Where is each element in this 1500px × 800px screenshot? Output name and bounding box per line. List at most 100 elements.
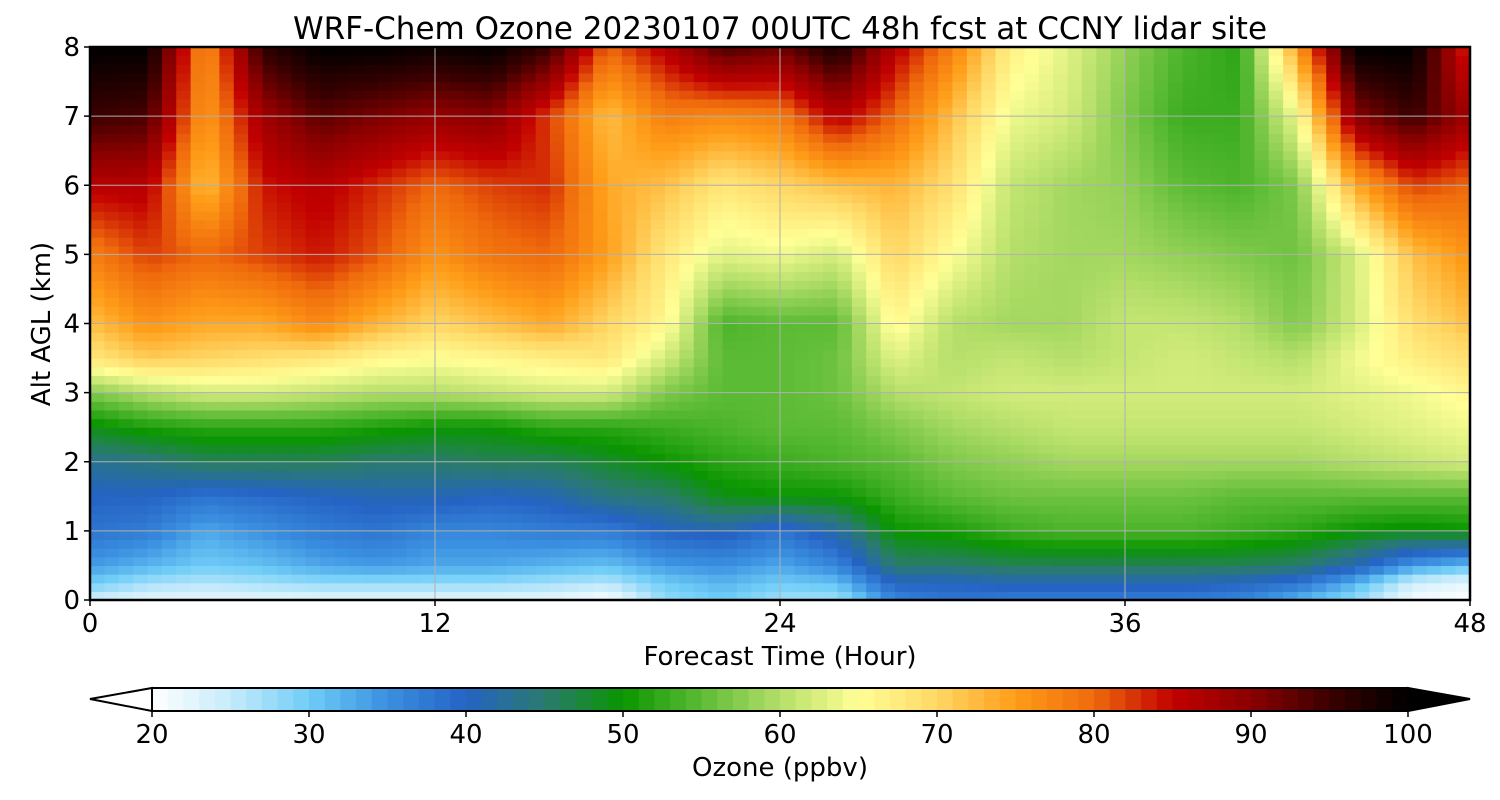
contour-cell (506, 271, 522, 281)
contour-cell (420, 383, 436, 394)
contour-cell (693, 228, 709, 238)
contour-cell (233, 47, 249, 57)
contour-cell (981, 539, 997, 549)
contour-cell (305, 47, 321, 57)
contour-cell (679, 271, 695, 281)
contour-cell (104, 237, 120, 247)
contour-cell (650, 107, 666, 117)
contour-cell (276, 340, 292, 351)
contour-cell (1081, 375, 1097, 385)
contour-cell (923, 314, 939, 325)
contour-cell (276, 513, 292, 523)
contour-cell (593, 280, 609, 290)
contour-cell (506, 591, 522, 601)
contour-cell (593, 539, 609, 549)
contour-cell (866, 288, 882, 299)
contour-cell (406, 98, 422, 109)
contour-cell (808, 211, 824, 221)
contour-cell (1038, 297, 1054, 307)
contour-cell (233, 211, 249, 221)
contour-cell (995, 427, 1011, 437)
contour-cell (564, 64, 580, 74)
contour-cell (665, 211, 680, 221)
contour-cell (377, 124, 393, 135)
contour-cell (765, 323, 781, 333)
contour-cell (808, 349, 824, 359)
contour-cell (780, 55, 795, 65)
contour-cell (276, 90, 292, 100)
contour-cell (909, 167, 925, 178)
contour-cell (104, 176, 120, 186)
contour-cell (118, 211, 134, 221)
contour-cell (952, 150, 968, 160)
contour-cell (1081, 530, 1097, 541)
contour-cell (923, 47, 939, 57)
contour-cell (722, 513, 738, 523)
contour-cell (147, 375, 163, 385)
contour-cell (636, 487, 652, 497)
contour-cell (952, 254, 968, 264)
contour-cell (866, 427, 882, 437)
contour-cell (636, 401, 652, 411)
contour-cell (621, 461, 637, 471)
contour-cell (679, 107, 695, 117)
contour-cell (780, 453, 795, 463)
contour-cell (995, 219, 1011, 230)
contour-cell (1139, 530, 1155, 541)
contour-cell (722, 202, 738, 212)
contour-cell (133, 323, 149, 333)
contour-cell (219, 392, 235, 402)
contour-cell (981, 228, 997, 238)
contour-cell (219, 453, 235, 463)
contour-cell (406, 176, 422, 186)
contour-cell (1096, 228, 1112, 238)
contour-cell (104, 453, 120, 463)
contour-cell (535, 98, 551, 109)
contour-cell (449, 167, 465, 178)
contour-cell (377, 133, 393, 143)
contour-cell (736, 288, 752, 299)
contour-cell (320, 487, 335, 497)
contour-cell (1125, 167, 1140, 178)
contour-cell (1067, 323, 1083, 333)
contour-cell (607, 124, 623, 135)
contour-cell (851, 332, 867, 342)
contour-cell (1168, 427, 1184, 437)
contour-cell (780, 375, 795, 385)
contour-cell (780, 176, 795, 186)
contour-cell (679, 150, 695, 160)
contour-cell (1067, 401, 1083, 411)
contour-cell (506, 479, 522, 489)
contour-cell (736, 64, 752, 74)
contour-cell (320, 582, 335, 592)
contour-cell (794, 185, 810, 195)
contour-cell (406, 565, 422, 575)
contour-cell (478, 548, 494, 558)
contour-cell (578, 479, 594, 489)
contour-cell (406, 435, 422, 446)
contour-cell (1125, 245, 1140, 255)
contour-cell (205, 366, 220, 376)
contour-cell (1010, 81, 1025, 91)
contour-cell (751, 504, 767, 515)
contour-cell (751, 461, 767, 471)
contour-cell (880, 228, 896, 238)
contour-cell (550, 574, 565, 584)
contour-cell (923, 340, 939, 351)
contour-cell (621, 539, 637, 549)
contour-cell (650, 349, 666, 359)
contour-cell (751, 582, 767, 592)
contour-cell (506, 263, 522, 273)
contour-cell (995, 237, 1011, 247)
contour-cell (981, 47, 997, 57)
contour-cell (621, 582, 637, 592)
contour-cell (291, 582, 307, 592)
contour-cell (291, 280, 307, 290)
contour-cell (636, 81, 652, 91)
contour-cell (133, 306, 149, 316)
contour-cell (636, 548, 652, 558)
contour-cell (621, 142, 637, 152)
contour-cell (938, 219, 954, 230)
contour-cell (1196, 314, 1212, 325)
contour-cell (1196, 418, 1212, 428)
